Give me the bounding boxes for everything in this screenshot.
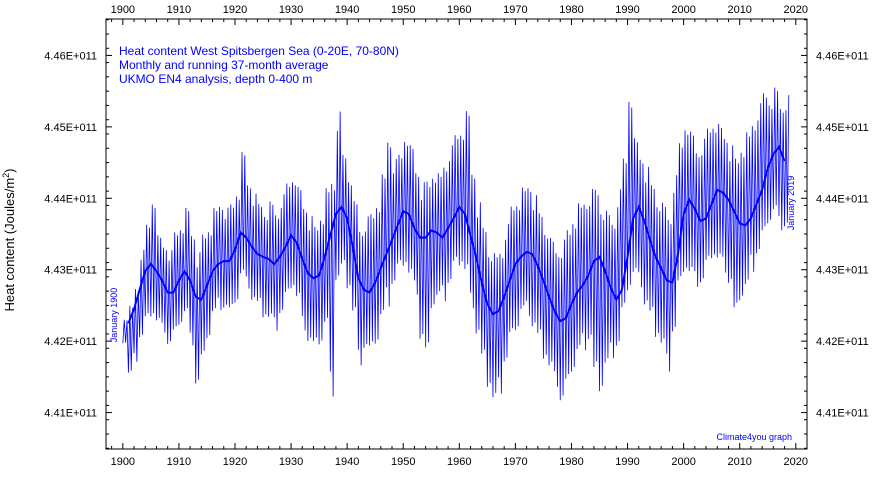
y-axis-label-close: ): [2, 168, 17, 172]
y-axis: 4.41E+011 4.41E+011 4.42E+011 4.42E+011 4.43…: [44, 19, 869, 449]
start-date-label: January 1900: [109, 288, 119, 343]
y-tick-label-left: 4.41E+011: [44, 408, 97, 420]
x-tick-label-bottom: 1920: [223, 456, 247, 468]
credit-label: Climate4you graph: [716, 432, 792, 442]
chart-title-line-2: Monthly and running 37-month average: [119, 58, 329, 72]
x-tick-label-top: 2000: [671, 4, 695, 16]
x-tick-label-top: 1990: [615, 4, 639, 16]
y-tick-label-right: 4.43E+011: [816, 265, 869, 277]
y-tick-label-left: 4.44E+011: [44, 193, 97, 205]
y-tick-label-right: 4.41E+011: [816, 408, 869, 420]
x-tick-label-bottom: 1960: [447, 456, 471, 468]
y-tick-label-left: 4.42E+011: [44, 336, 97, 348]
series-group: [122, 87, 790, 401]
y-axis-label: Heat content (Joules/m2): [1, 168, 17, 311]
x-tick-label-top: 2020: [784, 4, 808, 16]
x-tick-label-top: 1970: [503, 4, 527, 16]
running-average-line: [127, 144, 786, 324]
x-tick-label-bottom: 1930: [279, 456, 303, 468]
y-tick-label-left: 4.46E+011: [44, 50, 97, 62]
x-tick-label-top: 1940: [335, 4, 359, 16]
x-tick-label-bottom: 2010: [727, 456, 751, 468]
x-tick-label-top: 1910: [167, 4, 191, 16]
x-tick-label-top: 2010: [727, 4, 751, 16]
y-tick-label-right: 4.44E+011: [816, 193, 869, 205]
y-tick-label-left: 4.45E+011: [44, 122, 97, 134]
x-tick-label-bottom: 1900: [111, 456, 135, 468]
x-tick-label-bottom: 1910: [167, 456, 191, 468]
x-axis: 1900 1900 1910 1910 1920 1920 1930 1930 1940 1940…: [111, 4, 808, 468]
y-axis-label-sup: 2: [1, 173, 11, 178]
x-tick-label-top: 1950: [391, 4, 415, 16]
x-tick-label-bottom: 2020: [784, 456, 808, 468]
x-tick-label-top: 1900: [111, 4, 135, 16]
y-tick-label-left: 4.43E+011: [44, 265, 97, 277]
monthly-series-line: [122, 87, 790, 401]
x-tick-label-bottom: 1980: [559, 456, 583, 468]
x-tick-label-top: 1960: [447, 4, 471, 16]
x-tick-label-bottom: 1970: [503, 456, 527, 468]
x-tick-label-bottom: 1990: [615, 456, 639, 468]
y-tick-label-right: 4.45E+011: [816, 122, 869, 134]
y-tick-label-right: 4.46E+011: [816, 50, 869, 62]
end-date-label: January 2019: [786, 176, 796, 231]
y-tick-label-right: 4.42E+011: [816, 336, 869, 348]
x-tick-label-bottom: 1940: [335, 456, 359, 468]
x-tick-label-bottom: 1950: [391, 456, 415, 468]
chart-title-line-3: UKMO EN4 analysis, depth 0-400 m: [119, 72, 312, 86]
y-axis-label-text: Heat content (Joules/m: [2, 178, 17, 312]
x-tick-label-top: 1980: [559, 4, 583, 16]
chart-title-line-1: Heat content West Spitsbergen Sea (0-20E…: [119, 44, 399, 58]
x-tick-label-bottom: 2000: [671, 456, 695, 468]
x-tick-label-top: 1920: [223, 4, 247, 16]
x-tick-label-top: 1930: [279, 4, 303, 16]
